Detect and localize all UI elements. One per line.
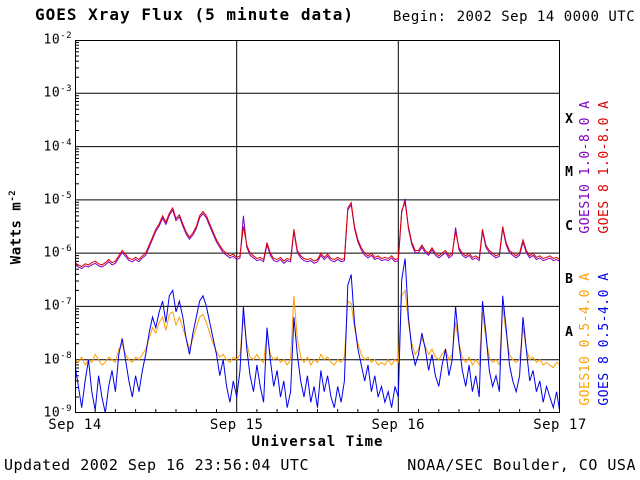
begin-row: Begin: 2002 Sep 14 0000 UTC — [393, 9, 635, 25]
updated-timestamp: Updated 2002 Sep 16 23:56:04 UTC — [4, 456, 309, 474]
y-tick-label: 10-2 — [43, 31, 72, 48]
y-tick-label: 10-8 — [43, 350, 72, 368]
credit-text: NOAA/SEC Boulder, CO USA — [407, 456, 636, 474]
begin-label: Begin: — [393, 9, 447, 25]
series-goes10-1.0-8.0-a — [75, 198, 560, 270]
y-tick-label: 10-9 — [43, 404, 72, 421]
flare-class-letter: B — [565, 271, 573, 287]
flare-class-letter: X — [565, 111, 573, 127]
flare-class-letter: A — [565, 325, 573, 341]
flare-class-letter: M — [565, 165, 573, 181]
x-tick-label: Sep 16 — [371, 417, 426, 433]
y-axis-title: Watts m-2 — [8, 162, 25, 292]
y-tick-label: 10-7 — [43, 297, 72, 314]
y-axis-title-exponent: -2 — [8, 189, 18, 202]
plot-area — [75, 40, 560, 413]
y-tick-label: 10-4 — [43, 137, 72, 154]
x-tick-label: Sep 15 — [209, 417, 264, 433]
series-goes10-0.5-4.0-a — [75, 288, 560, 369]
series-goes-8-1.0-8.0-a — [75, 200, 560, 268]
y-axis-title-text: Watts m — [8, 201, 25, 265]
legend-label-goes10-0.5-4.0-a: GOES10 0.5-4.0 A — [578, 272, 593, 406]
y-tick-label: 10-3 — [43, 84, 72, 101]
y-tick-label: 10-6 — [43, 244, 72, 261]
legend-label-goes-8-0.5-4.0-a: GOES 8 0.5-4.0 A — [597, 272, 612, 406]
chart-title: GOES Xray Flux (5 minute data) — [35, 5, 354, 24]
plot-frame — [75, 40, 560, 413]
x-tick-label: Sep 17 — [533, 417, 587, 433]
legend-label-goes10-1.0-8.0-a: GOES10 1.0-8.0 A — [578, 100, 593, 234]
series-goes-8-0.5-4.0-a — [75, 258, 560, 413]
y-tick-label: 10-5 — [43, 190, 72, 208]
begin-value: 2002 Sep 14 0000 UTC — [456, 9, 636, 25]
flare-class-letter: C — [565, 218, 573, 234]
x-axis-title: Universal Time — [251, 434, 384, 450]
legend-label-goes-8-1.0-8.0-a: GOES 8 1.0-8.0 A — [597, 100, 612, 234]
x-tick-label: Sep 14 — [48, 417, 102, 433]
